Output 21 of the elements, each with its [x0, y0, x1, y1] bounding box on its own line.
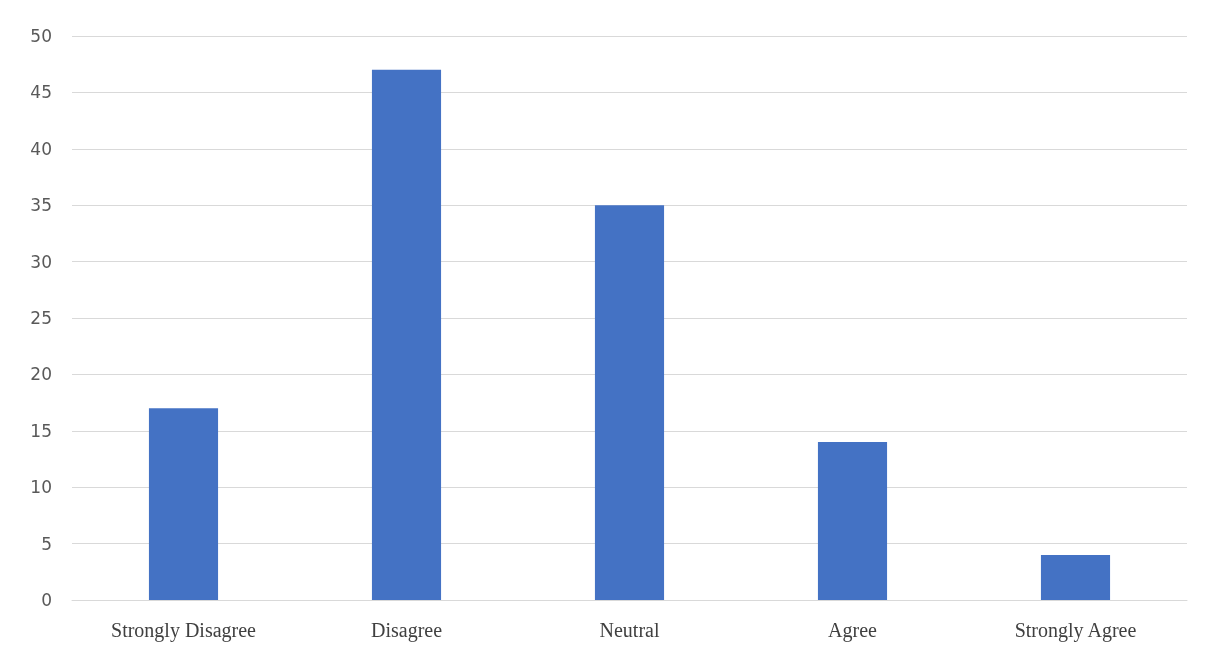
y-tick-label: 50 — [30, 26, 52, 46]
bar — [1040, 554, 1111, 600]
y-tick-label: 20 — [30, 364, 52, 385]
bar — [371, 69, 442, 600]
y-tick-label: 45 — [30, 82, 52, 103]
y-tick-label: 25 — [30, 308, 52, 328]
x-tick-label: Strongly Disagree — [111, 619, 257, 642]
y-tick-label: 15 — [30, 420, 52, 441]
y-tick-label: 40 — [30, 138, 52, 159]
x-tick-label: Strongly Agree — [1014, 619, 1137, 642]
bar — [148, 408, 219, 600]
x-tick-label: Disagree — [370, 619, 443, 642]
y-tick-label: 10 — [30, 477, 52, 498]
y-tick-label: 30 — [30, 251, 52, 272]
bar — [817, 442, 888, 600]
x-tick-label: Neutral — [599, 619, 660, 641]
y-tick-label: 0 — [41, 590, 52, 610]
y-tick-label: 5 — [41, 533, 52, 554]
x-tick-label: Agree — [828, 619, 878, 642]
bar — [594, 205, 665, 600]
y-tick-label: 35 — [30, 195, 52, 216]
